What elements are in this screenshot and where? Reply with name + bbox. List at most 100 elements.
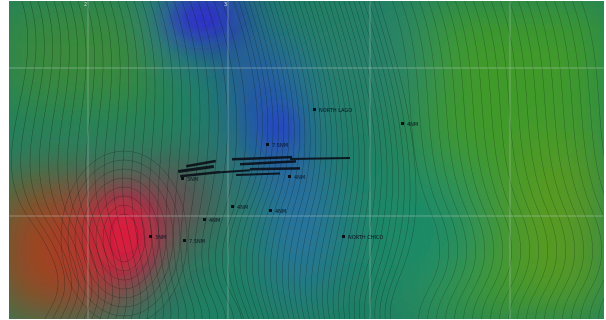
contour-line <box>293 0 322 320</box>
contour-line <box>149 0 172 320</box>
contour-line <box>283 0 311 320</box>
contour-line <box>258 0 284 320</box>
contour-line <box>454 0 503 320</box>
contour-line <box>400 0 449 320</box>
contour-line <box>157 0 179 320</box>
station[interactable]: 4NM <box>269 209 286 215</box>
contour-line <box>165 0 187 320</box>
station-label: 4NM <box>294 175 305 181</box>
station[interactable]: 4NM <box>288 175 305 181</box>
station[interactable]: 4NM <box>203 218 220 224</box>
contour-line <box>93 0 120 320</box>
contour-line <box>101 0 127 320</box>
contour-line <box>11 0 59 320</box>
contour-line <box>273 0 300 320</box>
contour-line <box>427 0 476 320</box>
contour-line <box>85 0 113 320</box>
station-label: 7.5NM <box>272 143 288 149</box>
contour-line <box>481 0 530 320</box>
contour-line <box>125 0 149 320</box>
contour-line <box>348 0 382 320</box>
contour-line <box>173 0 195 320</box>
contour-line <box>436 0 485 320</box>
contour-line <box>535 0 584 320</box>
contour-line <box>181 0 203 320</box>
contour-line <box>472 0 521 320</box>
grid-label: 3 <box>224 2 227 8</box>
contour-line <box>368 0 405 320</box>
contour-line <box>29 0 72 320</box>
station[interactable]: NORTH LAGO <box>313 108 352 114</box>
station[interactable]: 4NM <box>231 205 248 211</box>
station-label: 3NM <box>155 235 166 241</box>
contour-line <box>463 0 512 320</box>
contour-line <box>571 0 605 320</box>
station-label: 4NM <box>237 205 248 211</box>
contour-line <box>353 0 388 320</box>
contour-line <box>60 150 188 320</box>
station-label: NORTH LAGO <box>319 108 352 114</box>
contour-line <box>562 0 605 320</box>
station-markers: NORTH LAGO 4NM 7.5NM 4NM 3NM 4NM <box>149 108 418 245</box>
station-label: 3NM <box>187 177 198 183</box>
contour-line <box>76 0 106 320</box>
contour-line <box>363 0 399 320</box>
station-label: 4NM <box>407 122 418 128</box>
contour-line <box>66 0 99 320</box>
contour-line <box>268 0 295 320</box>
station[interactable]: 3NM <box>181 177 198 183</box>
grid-label: 2 <box>84 2 87 8</box>
contour-line <box>343 0 376 320</box>
contour-line <box>252 0 279 320</box>
contour-line <box>205 0 228 320</box>
contour-line <box>233 0 263 320</box>
contour-line <box>526 0 575 320</box>
contour-lines <box>11 0 605 320</box>
station[interactable]: 3NM <box>149 235 166 241</box>
station[interactable]: 4NM <box>401 122 418 128</box>
contour-line <box>278 0 306 320</box>
station[interactable]: 7.5NM <box>266 143 288 149</box>
contour-line <box>81 177 167 299</box>
contour-line <box>378 0 417 320</box>
station-label: 4NM <box>275 209 286 215</box>
contour-line <box>109 0 134 320</box>
contour-line <box>313 0 343 320</box>
contour-line <box>391 0 440 320</box>
contour-line <box>328 0 360 320</box>
station[interactable]: 7.5NM <box>183 239 205 245</box>
contour-line <box>20 0 65 320</box>
contour-line <box>358 0 393 320</box>
contour-line <box>246 0 274 320</box>
contour-line <box>544 0 593 320</box>
contour-line <box>338 0 371 320</box>
station-label: 7.5NM <box>189 239 205 245</box>
contour-line <box>48 0 86 320</box>
contour-line <box>418 0 467 320</box>
contour-line <box>445 0 494 320</box>
contour-line <box>508 0 557 320</box>
contour-line <box>221 0 247 320</box>
contour-line <box>553 0 602 320</box>
contour-line <box>308 0 338 320</box>
contour-line <box>117 0 142 320</box>
contour-line <box>303 0 333 320</box>
contour-line <box>490 0 539 320</box>
contour-line <box>197 0 219 320</box>
contour-line <box>263 0 290 320</box>
map-grid <box>8 0 605 320</box>
contour-line <box>333 0 365 320</box>
contour-line <box>517 0 566 320</box>
station-label: NORTH CHICO <box>348 235 383 241</box>
contour-line <box>239 0 269 320</box>
contour-line <box>141 0 164 320</box>
contour-line <box>580 0 605 163</box>
contour-line <box>213 0 237 320</box>
station[interactable]: NORTH CHICO <box>342 235 383 241</box>
contour-line <box>39 0 79 320</box>
contour-line <box>298 0 327 320</box>
contour-line <box>318 0 349 320</box>
